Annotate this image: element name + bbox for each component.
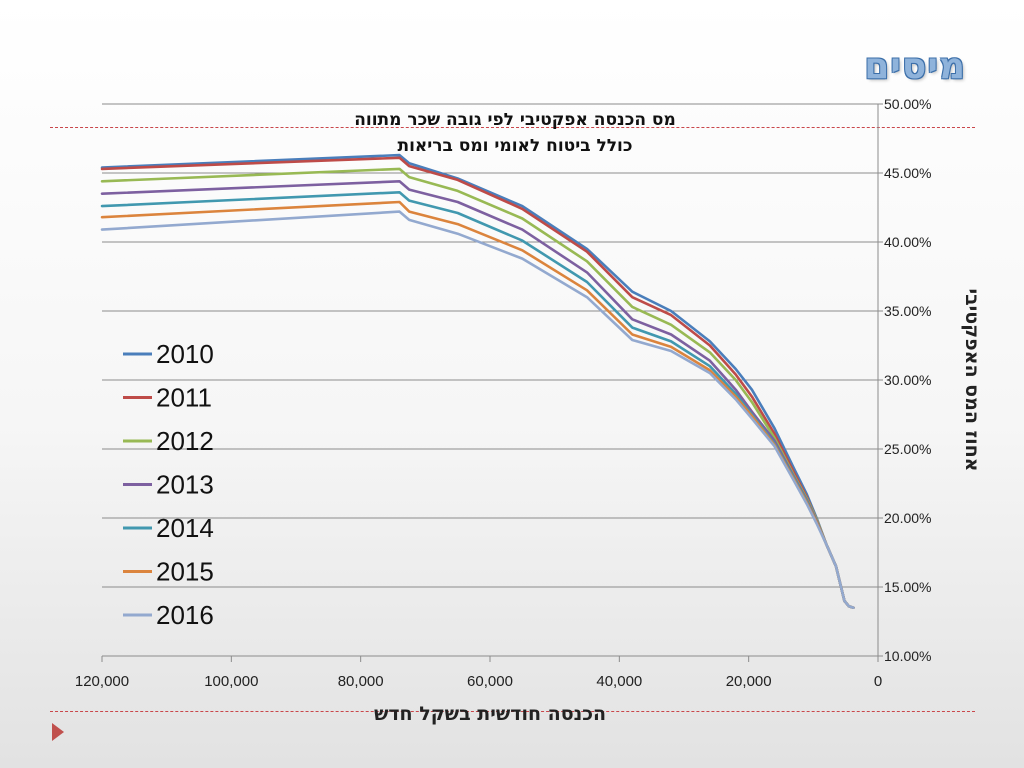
legend-item: 2013	[123, 470, 214, 500]
legend: 2010 2011 2012 2013 2014 2015 2016	[123, 339, 214, 630]
legend-label: 2010	[156, 339, 214, 369]
series-line-2012	[100, 167, 855, 610]
x-tick-label: 80,000	[338, 673, 384, 690]
legend-label: 2013	[156, 470, 214, 500]
x-tick-label: 0	[874, 673, 882, 690]
x-tick-label: 60,000	[467, 673, 513, 690]
x-tick-label: 100,000	[204, 673, 258, 690]
x-tick-label: 40,000	[596, 673, 642, 690]
legend-label: 2011	[156, 383, 212, 413]
y-tick-label: 30.00%	[884, 372, 931, 388]
axes	[101, 103, 883, 662]
top-accent-line	[50, 127, 975, 128]
legend-item: 2012	[123, 426, 214, 456]
legend-item: 2010	[123, 339, 214, 369]
gridlines	[102, 103, 878, 657]
legend-label: 2014	[156, 513, 214, 543]
slide-title: מיסים	[864, 46, 966, 87]
y-axis-title: אחוז המס האפקטיבי	[961, 288, 983, 471]
legend-item: 2014	[123, 513, 214, 543]
y-tick-label: 20.00%	[884, 510, 931, 526]
y-tick-label: 25.00%	[884, 441, 931, 457]
series-lines	[100, 153, 855, 610]
tick-labels: 10.00% 15.00% 20.00% 25.00% 30.00% 35.00% 40.0…	[75, 96, 932, 690]
y-tick-label: 45.00%	[884, 165, 931, 181]
chart-title-line: כולל ביטוח לאומי ומס בריאות	[397, 136, 632, 156]
legend-item: 2011	[123, 383, 212, 413]
series-line-2013	[100, 180, 855, 610]
series-line-2011	[100, 156, 855, 610]
legend-label: 2012	[156, 426, 214, 456]
legend-label: 2016	[156, 600, 214, 630]
legend-label: 2015	[156, 557, 214, 587]
y-tick-label: 40.00%	[884, 234, 931, 250]
y-tick-label: 10.00%	[884, 648, 931, 664]
series-line-2016	[100, 210, 855, 610]
legend-item: 2016	[123, 600, 214, 630]
y-tick-label: 50.00%	[884, 96, 931, 112]
chart-title-line: מס הכנסה אפקטיבי לפי גובה שכר מתווה	[354, 110, 676, 130]
series-line-2014	[100, 191, 855, 610]
y-tick-label: 15.00%	[884, 579, 931, 595]
y-tick-label: 35.00%	[884, 303, 931, 319]
play-triangle-icon[interactable]	[50, 722, 66, 742]
x-tick-label: 120,000	[75, 673, 129, 690]
x-tick-label: 20,000	[726, 673, 772, 690]
bottom-accent-line	[50, 711, 975, 712]
x-axis-title: הכנסה חודשית בשקל חדש	[374, 703, 606, 725]
chart-title: מס הכנסה אפקטיבי לפי גובה שכר מתווה כולל …	[354, 110, 676, 156]
legend-item: 2015	[123, 557, 214, 587]
